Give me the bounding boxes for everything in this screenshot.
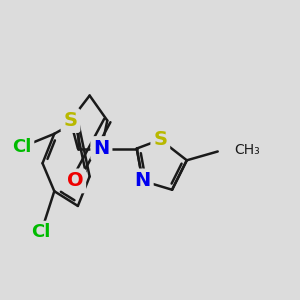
Text: S: S (64, 111, 77, 130)
Text: CH₃: CH₃ (234, 143, 260, 157)
Text: N: N (134, 171, 151, 190)
Text: Cl: Cl (12, 138, 32, 156)
Text: O: O (67, 171, 83, 190)
Text: N: N (93, 139, 110, 158)
Text: S: S (153, 130, 167, 149)
Text: Cl: Cl (32, 224, 51, 242)
